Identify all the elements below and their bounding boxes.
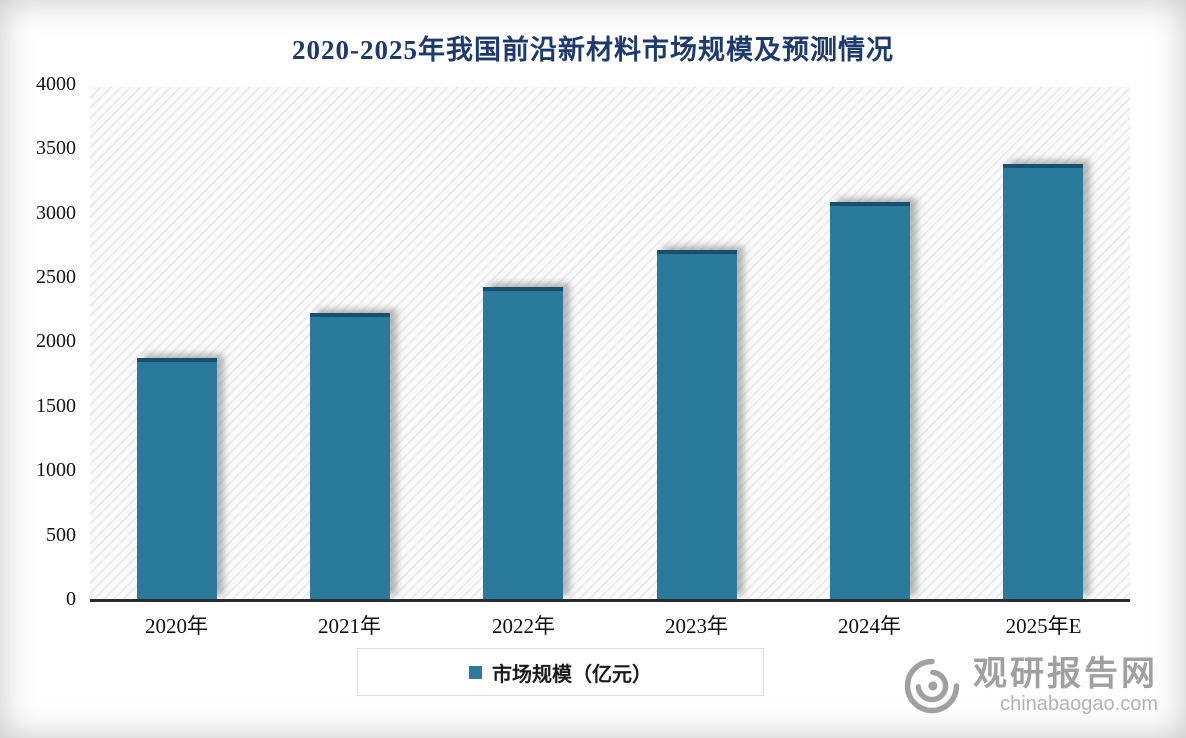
y-axis-labels: 0 500 1000 1500 2000 2500 3000 3500 4000: [0, 73, 80, 610]
bar-2021年: [310, 313, 390, 599]
x-axis-labels: 2020年 2021年 2022年 2023年 2024年 2025年E: [90, 610, 1130, 646]
y-tick-label: 3000: [36, 202, 76, 224]
bar-2025年E: [1003, 164, 1083, 599]
bar-2022年: [483, 287, 563, 599]
x-tick-label: 2024年: [838, 614, 901, 638]
y-tick-label: 500: [46, 524, 76, 546]
bar-2024年: [830, 202, 910, 599]
x-tick-label: 2022年: [492, 614, 555, 638]
watermark-name: 观研报告网: [973, 655, 1158, 693]
x-tick-label: 2023年: [665, 614, 728, 638]
y-tick-label: 1000: [36, 459, 76, 481]
bar-2020年: [137, 358, 217, 599]
watermark: 观研报告网 chinabaogao.com: [903, 656, 1158, 716]
legend-label: 市场规模（亿元）: [492, 663, 652, 686]
chart-title: 2020-2025年我国前沿新材料市场规模及预测情况: [292, 35, 894, 65]
watermark-text: 观研报告网 chinabaogao.com: [973, 656, 1158, 716]
plot-area: [90, 87, 1130, 602]
y-tick-label: 1500: [36, 395, 76, 417]
y-tick-label: 0: [66, 588, 76, 610]
legend: 市场规模（亿元）: [357, 648, 764, 696]
y-tick-label: 4000: [36, 73, 76, 95]
y-tick-label: 3500: [36, 137, 76, 159]
y-tick-label: 2000: [36, 330, 76, 352]
watermark-domain: chinabaogao.com: [1000, 693, 1158, 715]
legend-swatch-icon: [469, 665, 482, 679]
x-tick-label: 2020年: [145, 614, 208, 638]
chinabaogao-logo-icon: [904, 658, 960, 714]
y-tick-label: 2500: [36, 266, 76, 288]
bar-2023年: [657, 250, 737, 599]
x-tick-label: 2025年E: [1005, 614, 1082, 638]
x-tick-label: 2021年: [318, 614, 381, 638]
